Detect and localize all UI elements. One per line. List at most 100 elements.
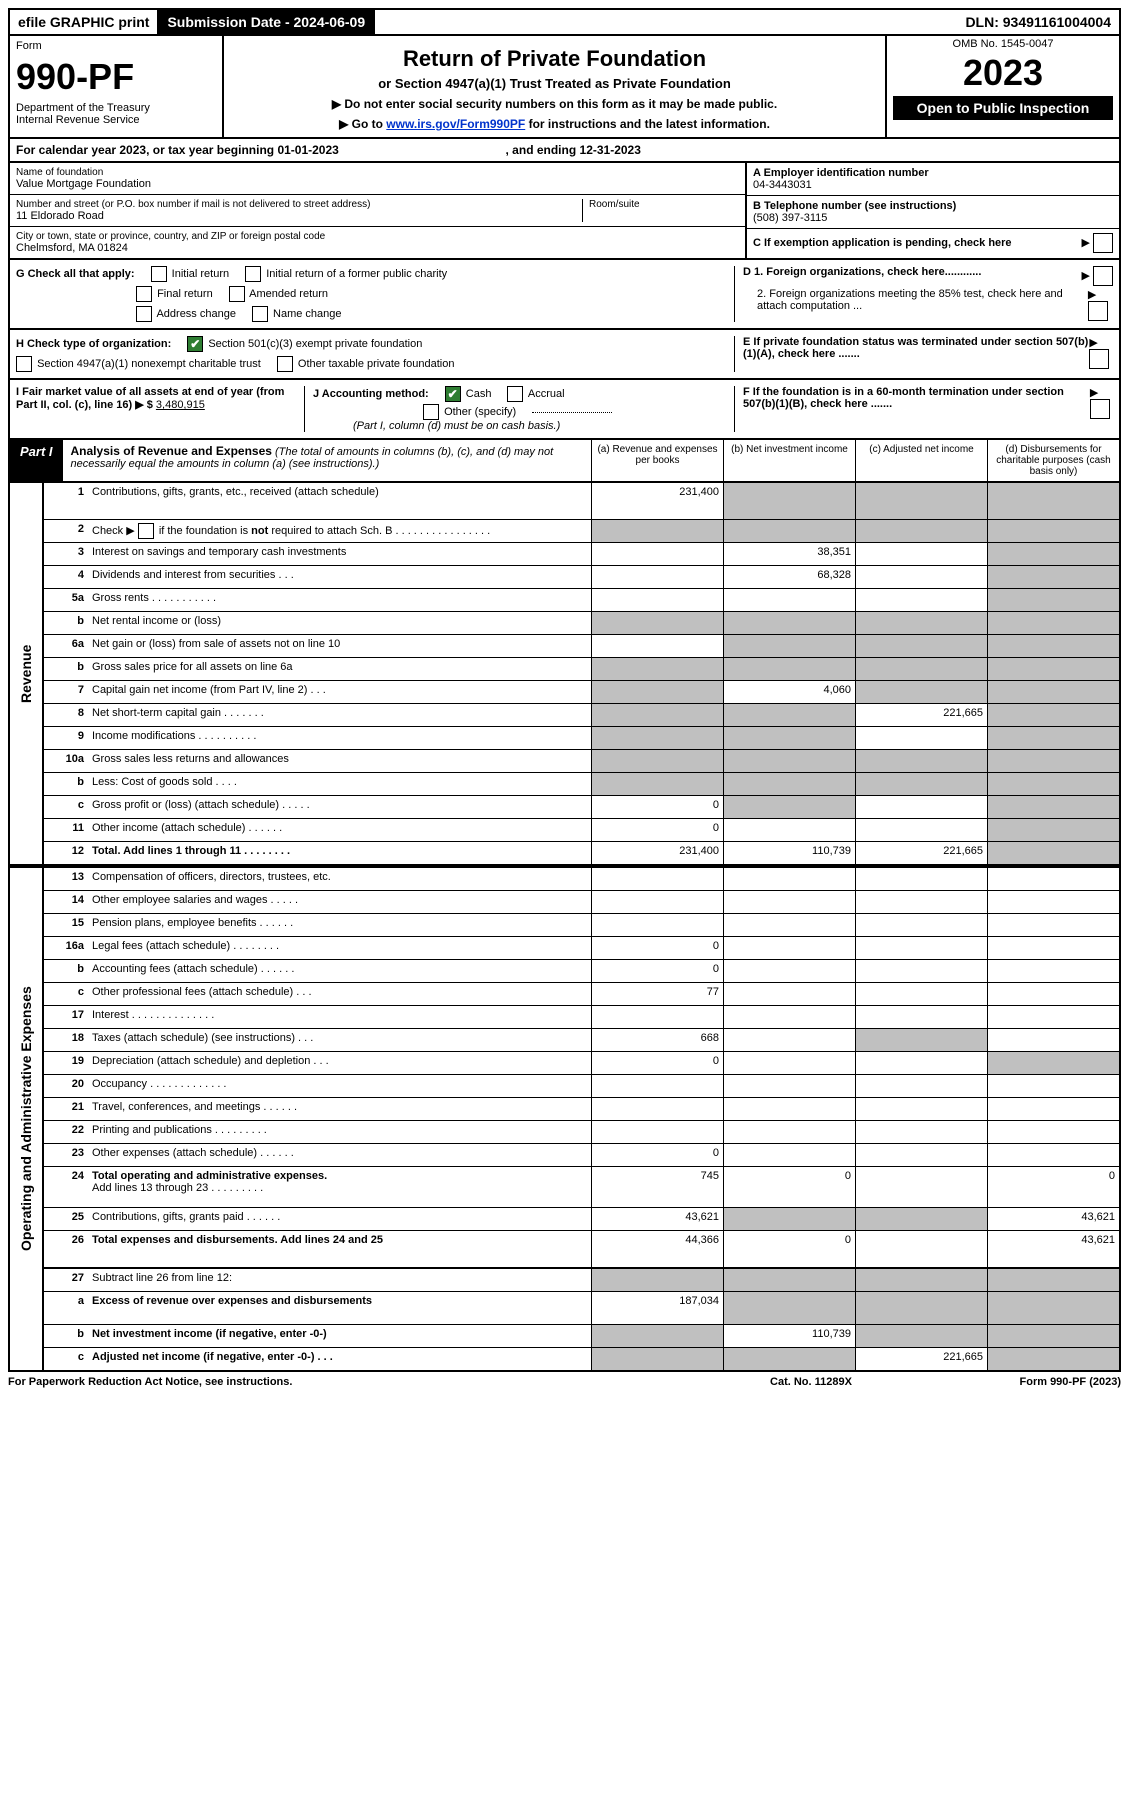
checkbox-initial-return[interactable] (151, 266, 167, 282)
c-checkbox[interactable] (1093, 233, 1113, 253)
line-18-a: 668 (591, 1029, 723, 1051)
part-i-header: Part I Analysis of Revenue and Expenses … (8, 440, 1121, 483)
dln-label: DLN: 93491161004004 (957, 10, 1119, 34)
room-label: Room/suite (589, 199, 739, 210)
line-27a-a: 187,034 (591, 1292, 723, 1324)
ij-region: I Fair market value of all assets at end… (8, 380, 1121, 440)
city-label: City or town, state or province, country… (16, 231, 739, 242)
opt-cash: Cash (466, 388, 492, 400)
checkbox-name-change[interactable] (252, 306, 268, 322)
checkbox-cash[interactable]: ✔ (445, 386, 461, 402)
line-3-text: Interest on savings and temporary cash i… (88, 543, 591, 565)
line-24-a: 745 (591, 1167, 723, 1207)
line-26-d: 43,621 (987, 1231, 1119, 1267)
line-12-a: 231,400 (591, 842, 723, 864)
form-title: Return of Private Foundation (234, 46, 875, 72)
col-b-header: (b) Net investment income (723, 440, 855, 481)
line-27c-text: Adjusted net income (if negative, enter … (88, 1348, 591, 1370)
d2-checkbox[interactable] (1088, 301, 1108, 321)
dept-2: Internal Revenue Service (16, 114, 216, 126)
line-21-text: Travel, conferences, and meetings . . . … (88, 1098, 591, 1120)
line-13-text: Compensation of officers, directors, tru… (88, 868, 591, 890)
revenue-vtab: Revenue (10, 483, 42, 864)
entity-info: Name of foundation Value Mortgage Founda… (8, 163, 1121, 260)
f-label: F If the foundation is in a 60-month ter… (743, 386, 1090, 419)
line-25-a: 43,621 (591, 1208, 723, 1230)
line-24-text: Total operating and administrative expen… (92, 1170, 327, 1182)
line-9-text: Income modifications . . . . . . . . . . (88, 727, 591, 749)
checkbox-final-return[interactable] (136, 286, 152, 302)
e-label: E If private foundation status was termi… (743, 336, 1089, 369)
form-label: Form (16, 40, 216, 52)
form-header: Form 990-PF Department of the Treasury I… (8, 36, 1121, 139)
footer-center: Cat. No. 11289X (701, 1376, 921, 1388)
calendar-end: , and ending 12-31-2023 (506, 143, 641, 157)
checkbox-schb[interactable] (138, 523, 154, 539)
phone-label: B Telephone number (see instructions) (753, 200, 1113, 212)
line-10b-text: Less: Cost of goods sold . . . . (88, 773, 591, 795)
line-25-d: 43,621 (987, 1208, 1119, 1230)
addr-label: Number and street (or P.O. box number if… (16, 199, 576, 210)
line-10c-text: Gross profit or (loss) (attach schedule)… (88, 796, 591, 818)
line-24b-text: Add lines 13 through 23 . . . . . . . . … (92, 1182, 263, 1194)
col-d-header: (d) Disbursements for charitable purpose… (987, 440, 1119, 481)
line-22-text: Printing and publications . . . . . . . … (88, 1121, 591, 1143)
line-10c-a: 0 (591, 796, 723, 818)
expenses-section: Operating and Administrative Expenses 13… (8, 866, 1121, 1372)
dept-1: Department of the Treasury (16, 102, 216, 114)
d1-label: D 1. Foreign organizations, check here..… (743, 266, 981, 286)
line-26-b: 0 (723, 1231, 855, 1267)
checkbox-address-change[interactable] (136, 306, 152, 322)
checkbox-accrual[interactable] (507, 386, 523, 402)
line-17-text: Interest . . . . . . . . . . . . . . (88, 1006, 591, 1028)
calendar-begin: For calendar year 2023, or tax year begi… (16, 143, 339, 157)
part-i-title: Analysis of Revenue and Expenses (71, 444, 272, 458)
line-3-b: 38,351 (723, 543, 855, 565)
part-i-label: Part I (10, 440, 63, 481)
j-label: J Accounting method: (313, 388, 429, 400)
line-23-a: 0 (591, 1144, 723, 1166)
j-note: (Part I, column (d) must be on cash basi… (353, 420, 726, 432)
efile-label: efile GRAPHIC print (10, 10, 159, 34)
checkbox-other-method[interactable] (423, 404, 439, 420)
expenses-vtab: Operating and Administrative Expenses (10, 868, 42, 1370)
fmv-value: 3,480,915 (156, 399, 205, 411)
checkbox-501c3[interactable]: ✔ (187, 336, 203, 352)
line-27a-text: Excess of revenue over expenses and disb… (88, 1292, 591, 1324)
h-label: H Check type of organization: (16, 338, 171, 350)
foundation-name: Value Mortgage Foundation (16, 178, 739, 190)
opt-4947: Section 4947(a)(1) nonexempt charitable … (37, 358, 261, 370)
line-16b-text: Accounting fees (attach schedule) . . . … (88, 960, 591, 982)
name-label: Name of foundation (16, 167, 739, 178)
note-1: ▶ Do not enter social security numbers o… (234, 97, 875, 111)
line-14-text: Other employee salaries and wages . . . … (88, 891, 591, 913)
g-h-region: G Check all that apply: Initial return I… (8, 260, 1121, 330)
line-7-text: Capital gain net income (from Part IV, l… (88, 681, 591, 703)
form-subtitle: or Section 4947(a)(1) Trust Treated as P… (234, 76, 875, 91)
e-checkbox[interactable] (1089, 349, 1109, 369)
line-11-a: 0 (591, 819, 723, 841)
footer-left: For Paperwork Reduction Act Notice, see … (8, 1376, 701, 1388)
checkbox-4947[interactable] (16, 356, 32, 372)
line-16c-a: 77 (591, 983, 723, 1005)
omb-number: OMB No. 1545-0047 (893, 38, 1113, 50)
opt-initial-return: Initial return (172, 268, 229, 280)
irs-link[interactable]: www.irs.gov/Form990PF (386, 117, 525, 131)
form-number: 990-PF (16, 56, 216, 98)
line-2-text: Check ▶ if the foundation is not require… (88, 520, 591, 542)
top-bar: efile GRAPHIC print Submission Date - 20… (8, 8, 1121, 36)
submission-date: Submission Date - 2024-06-09 (159, 10, 375, 34)
calendar-year-row: For calendar year 2023, or tax year begi… (8, 139, 1121, 163)
d1-checkbox[interactable] (1093, 266, 1113, 286)
checkbox-amended-return[interactable] (229, 286, 245, 302)
line-11-text: Other income (attach schedule) . . . . .… (88, 819, 591, 841)
page-footer: For Paperwork Reduction Act Notice, see … (8, 1372, 1121, 1392)
line-27c-c: 221,665 (855, 1348, 987, 1370)
phone-value: (508) 397-3115 (753, 212, 1113, 224)
line-4-b: 68,328 (723, 566, 855, 588)
line-27b-text: Net investment income (if negative, ente… (88, 1325, 591, 1347)
line-25-text: Contributions, gifts, grants paid . . . … (88, 1208, 591, 1230)
checkbox-initial-public[interactable] (245, 266, 261, 282)
f-checkbox[interactable] (1090, 399, 1110, 419)
checkbox-other-taxable[interactable] (277, 356, 293, 372)
